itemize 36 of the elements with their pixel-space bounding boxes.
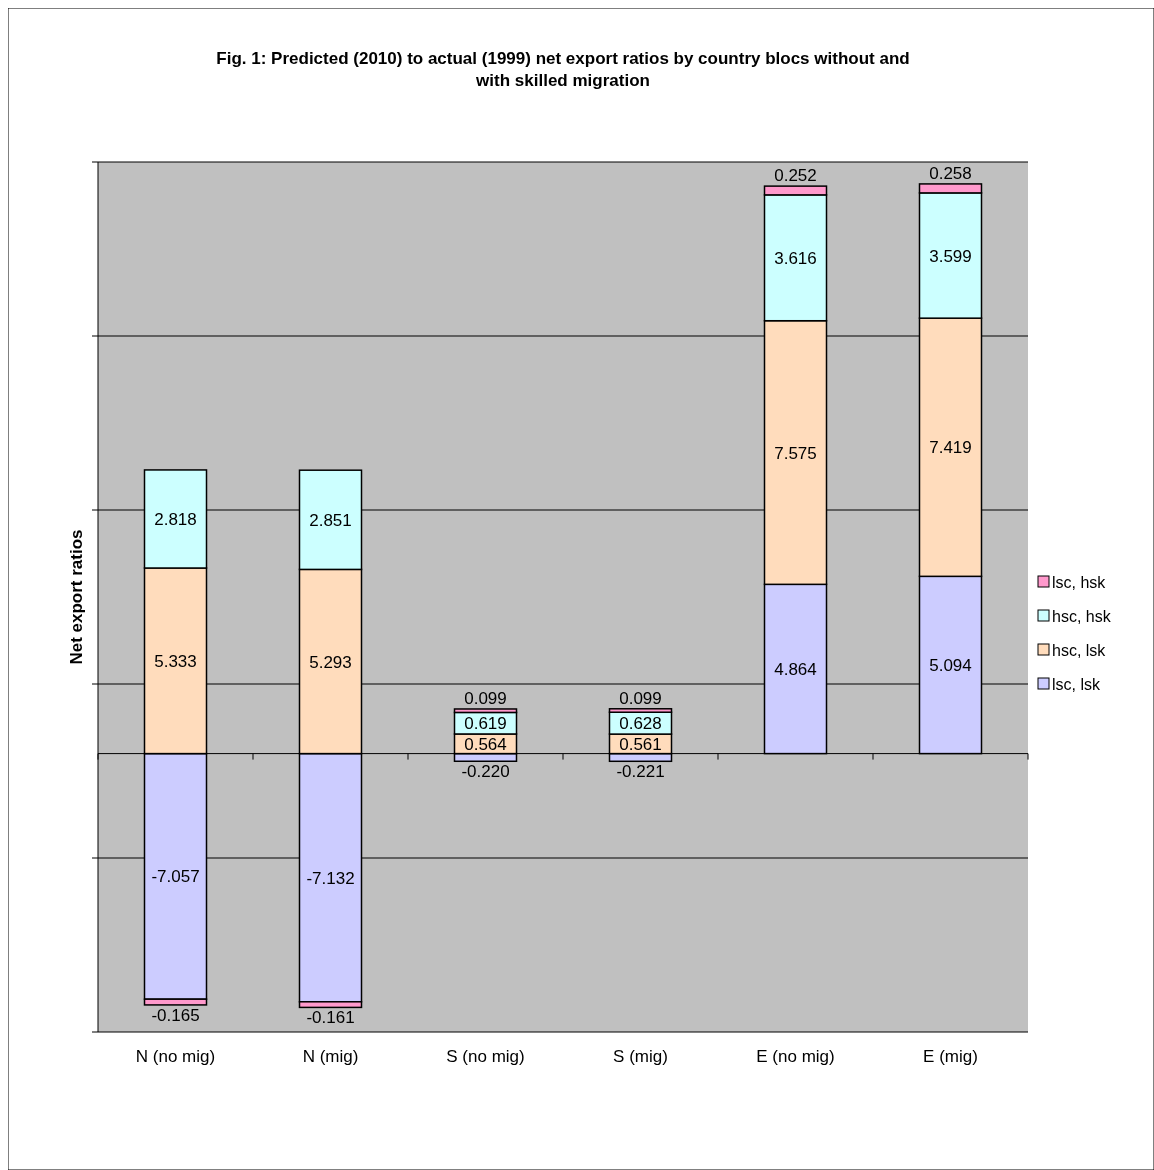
data-label: 2.851 bbox=[309, 510, 352, 530]
data-label: 7.419 bbox=[929, 438, 972, 458]
data-label: -0.165 bbox=[151, 1005, 200, 1025]
data-label: 0.628 bbox=[619, 714, 662, 734]
y-axis-title: Net export ratios bbox=[67, 529, 86, 665]
data-label: 2.818 bbox=[154, 509, 197, 529]
legend-label: lsc, lsk bbox=[1052, 676, 1101, 693]
x-tick-label: N (no mig) bbox=[135, 1047, 216, 1066]
data-label: -0.221 bbox=[616, 762, 665, 782]
x-tick-label: N (mig) bbox=[302, 1047, 359, 1066]
data-label: 4.864 bbox=[774, 659, 817, 679]
data-label: 3.599 bbox=[929, 246, 972, 266]
data-label: 5.293 bbox=[309, 652, 352, 672]
x-tick-label: E (mig) bbox=[923, 1047, 978, 1066]
x-tick-label: E (no mig) bbox=[756, 1047, 835, 1066]
data-label: 0.564 bbox=[464, 734, 507, 754]
data-label: 0.252 bbox=[774, 166, 817, 186]
x-tick-label: S (no mig) bbox=[446, 1047, 525, 1066]
legend-label: lsc, hsk bbox=[1052, 574, 1107, 591]
chart-title: Fig. 1: Predicted (2010) to actual (1999) net export ratios by country blocs without and with skilled migration bbox=[216, 49, 910, 90]
data-label: 3.616 bbox=[774, 248, 817, 268]
data-label: -0.161 bbox=[306, 1008, 355, 1028]
data-label: 0.561 bbox=[619, 734, 662, 754]
data-label: 0.619 bbox=[464, 714, 507, 734]
data-label: 0.099 bbox=[619, 688, 662, 708]
data-label: 5.094 bbox=[929, 655, 972, 675]
legend-label: hsc, lsk bbox=[1052, 642, 1107, 659]
data-label: 7.575 bbox=[774, 443, 817, 463]
legend-label: hsc, hsk bbox=[1052, 608, 1112, 625]
data-label: -0.220 bbox=[461, 762, 510, 782]
data-label: 0.099 bbox=[464, 688, 507, 708]
x-tick-label: S (mig) bbox=[613, 1047, 668, 1066]
data-label: -7.057 bbox=[151, 867, 200, 887]
data-label: 5.333 bbox=[154, 651, 197, 671]
data-label: -7.132 bbox=[306, 868, 355, 888]
data-label: 0.258 bbox=[929, 163, 972, 183]
